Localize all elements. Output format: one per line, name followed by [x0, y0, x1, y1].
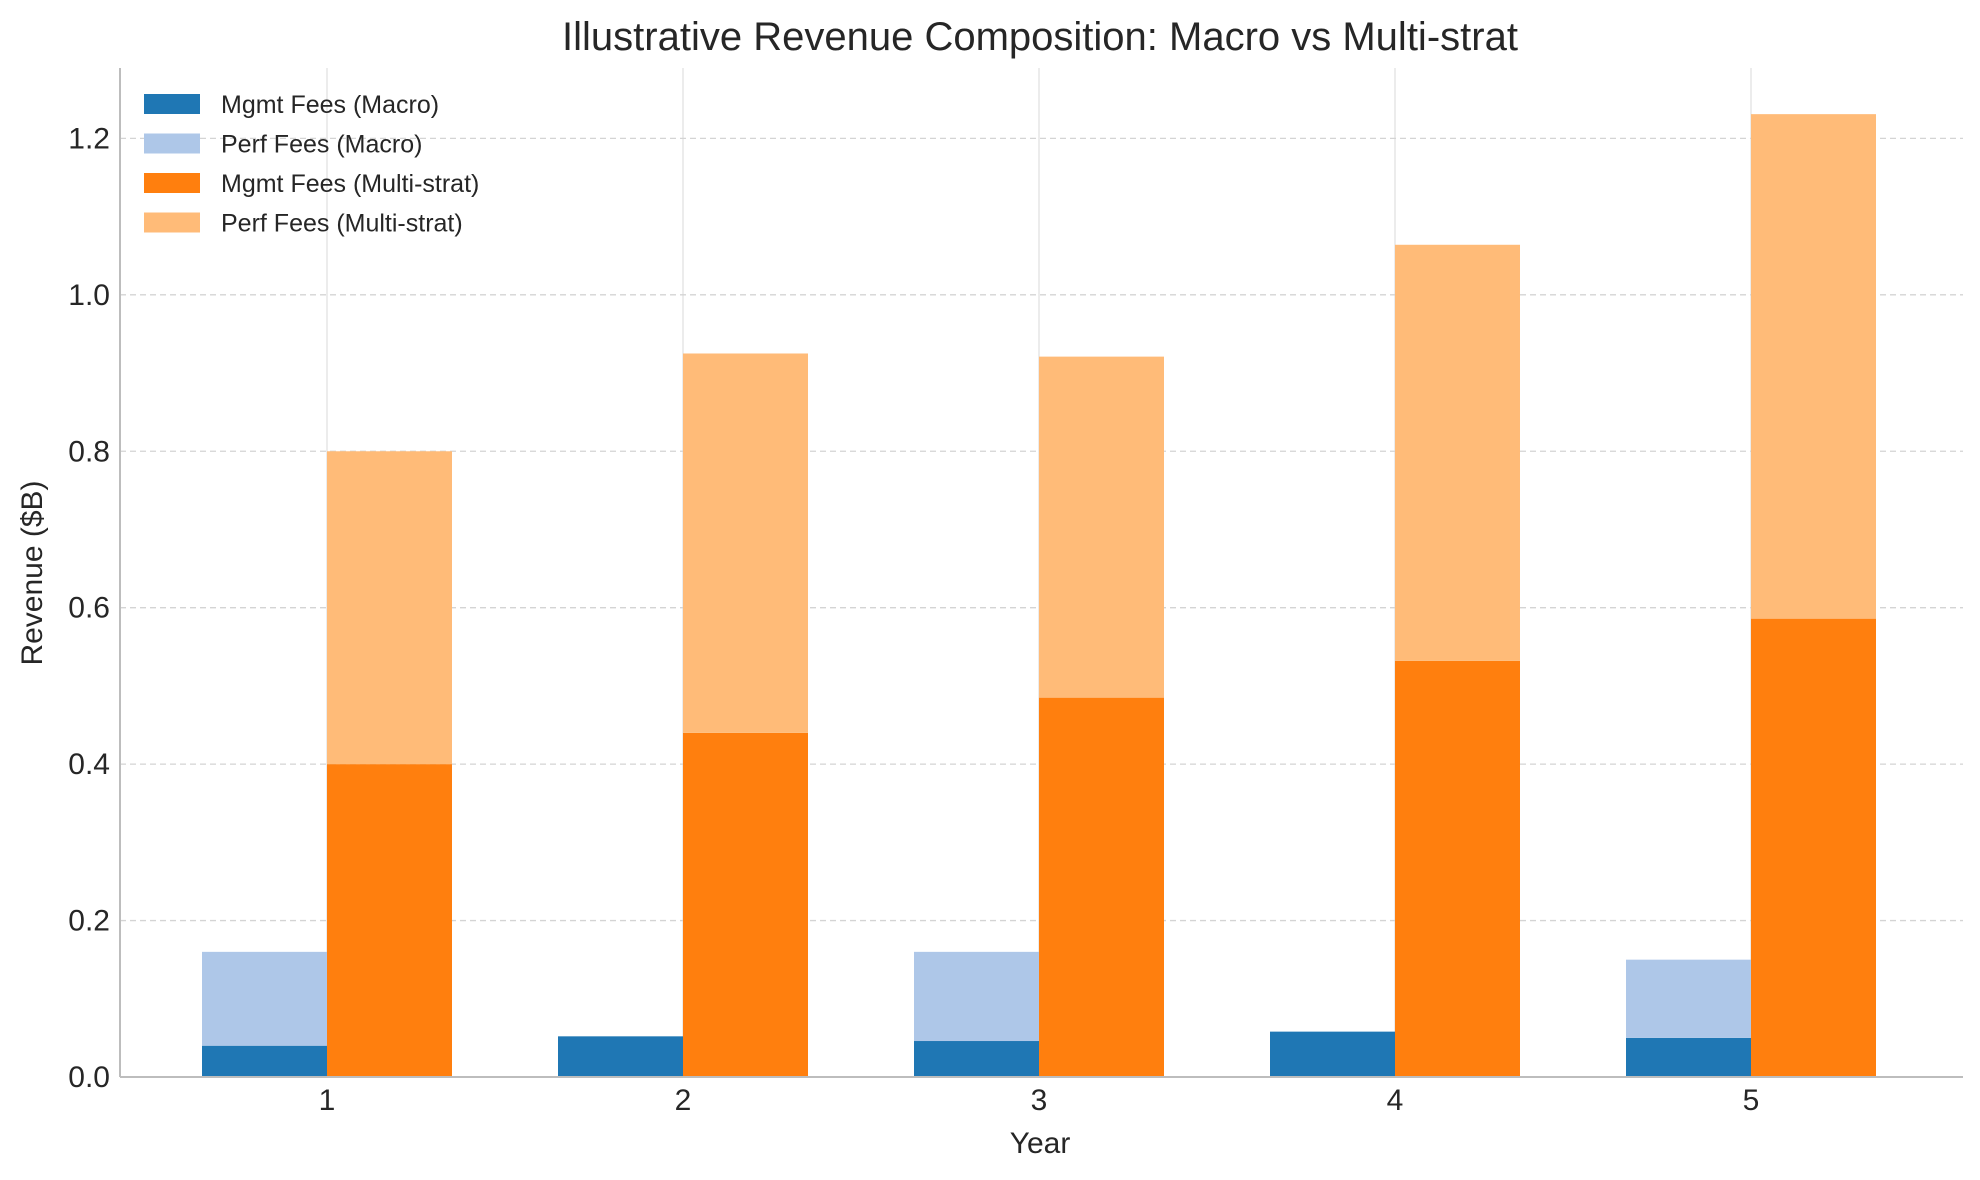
bar-perf-fees-multi-strat-year-5: [1751, 114, 1876, 619]
legend-swatch: [144, 133, 200, 154]
bar-mgmt-fees-multi-strat-year-1: [327, 764, 452, 1077]
bar-perf-fees-macro-year-1: [202, 951, 327, 1046]
legend-swatch: [144, 212, 200, 233]
bar-mgmt-fees-multi-strat-year-5: [1751, 618, 1876, 1077]
y-tick-label: 1.0: [68, 279, 110, 312]
bar-perf-fees-macro-year-3: [914, 951, 1039, 1042]
x-tick-label: 2: [675, 1084, 692, 1117]
x-tick-labels: 1 2 3 4 5: [319, 1084, 1760, 1117]
legend: Mgmt Fees (Macro) Perf Fees (Macro) Mgmt F…: [144, 91, 479, 238]
bar-perf-fees-multi-strat-year-4: [1395, 244, 1520, 661]
bar-mgmt-fees-macro-year-4: [1270, 1031, 1395, 1077]
y-tick-label: 0.4: [68, 748, 110, 781]
legend-entry: Perf Fees (Multi-strat): [221, 210, 463, 238]
y-tick-label: 0.0: [68, 1061, 110, 1094]
y-tick-label: 0.2: [68, 905, 110, 938]
x-tick-label: 3: [1031, 1084, 1048, 1117]
legend-entry: Mgmt Fees (Macro): [221, 91, 439, 119]
legend-swatch: [144, 94, 200, 114]
bar-marks: [202, 114, 1876, 1077]
y-tick-labels: 0.0 0.2 0.4 0.6 0.8 1.0 1.2: [68, 122, 110, 1094]
bar-mgmt-fees-macro-year-2: [558, 1036, 683, 1077]
bar-mgmt-fees-macro-year-3: [914, 1041, 1039, 1077]
legend-swatch: [144, 173, 200, 193]
x-axis-label: Year: [1010, 1127, 1071, 1160]
legend-entry: Mgmt Fees (Multi-strat): [221, 170, 479, 198]
bar-mgmt-fees-multi-strat-year-2: [683, 732, 808, 1077]
x-tick-label: 4: [1387, 1084, 1404, 1117]
y-axis-label: Revenue ($B): [16, 480, 49, 665]
axes: [119, 68, 1963, 1078]
bar-mgmt-fees-macro-year-5: [1626, 1037, 1751, 1077]
x-tick-label: 1: [319, 1084, 336, 1117]
bar-mgmt-fees-multi-strat-year-3: [1039, 697, 1164, 1077]
legend-entry: Perf Fees (Macro): [221, 131, 422, 159]
bar-perf-fees-multi-strat-year-3: [1039, 356, 1164, 698]
bar-perf-fees-multi-strat-year-2: [683, 353, 808, 733]
chart-title: Illustrative Revenue Composition: Macro …: [562, 15, 1518, 59]
y-tick-label: 0.8: [68, 435, 110, 468]
bar-mgmt-fees-macro-year-1: [202, 1045, 327, 1077]
x-tick-label: 5: [1743, 1084, 1760, 1117]
y-tick-label: 1.2: [68, 122, 110, 155]
bar-perf-fees-macro-year-5: [1626, 959, 1751, 1038]
y-tick-label: 0.6: [68, 592, 110, 625]
bar-perf-fees-multi-strat-year-1: [327, 451, 452, 765]
bar-mgmt-fees-multi-strat-year-4: [1395, 660, 1520, 1077]
